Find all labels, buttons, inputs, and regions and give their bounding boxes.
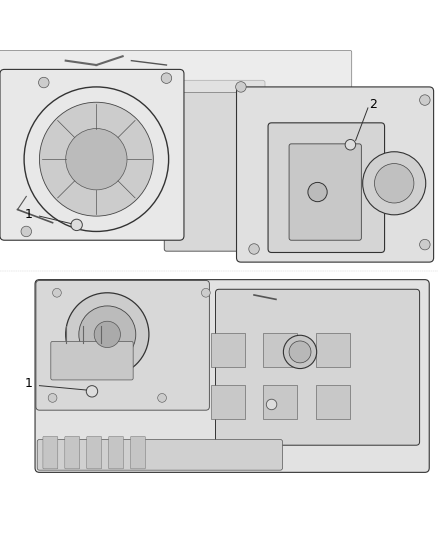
Circle shape [79,306,136,363]
Circle shape [201,288,210,297]
FancyBboxPatch shape [87,437,102,469]
FancyBboxPatch shape [65,437,80,469]
FancyBboxPatch shape [289,144,361,240]
Circle shape [249,244,259,254]
Circle shape [283,335,317,368]
Circle shape [374,164,414,203]
Circle shape [48,393,57,402]
FancyBboxPatch shape [43,437,58,469]
Text: 1: 1 [25,208,32,221]
Circle shape [236,82,246,92]
Circle shape [71,219,82,231]
FancyBboxPatch shape [0,69,184,240]
FancyBboxPatch shape [36,280,209,410]
Circle shape [289,341,311,363]
FancyBboxPatch shape [131,437,145,469]
Circle shape [363,152,426,215]
Circle shape [308,182,327,201]
Circle shape [345,140,356,150]
Circle shape [53,288,61,297]
FancyBboxPatch shape [268,123,385,253]
Circle shape [66,128,127,190]
Circle shape [158,393,166,402]
Circle shape [66,293,149,376]
Circle shape [94,321,120,348]
Circle shape [161,73,172,84]
FancyBboxPatch shape [35,280,429,472]
FancyBboxPatch shape [237,87,434,262]
FancyBboxPatch shape [164,80,265,251]
FancyBboxPatch shape [109,437,124,469]
FancyBboxPatch shape [215,289,420,445]
FancyBboxPatch shape [51,342,133,380]
Circle shape [21,226,32,237]
Circle shape [266,399,277,410]
FancyBboxPatch shape [37,440,283,470]
Circle shape [86,386,98,397]
Circle shape [420,95,430,106]
Circle shape [420,239,430,250]
Circle shape [39,102,153,216]
Text: 2: 2 [369,98,377,111]
FancyBboxPatch shape [0,51,352,93]
Circle shape [39,77,49,88]
Text: 1: 1 [25,377,32,390]
